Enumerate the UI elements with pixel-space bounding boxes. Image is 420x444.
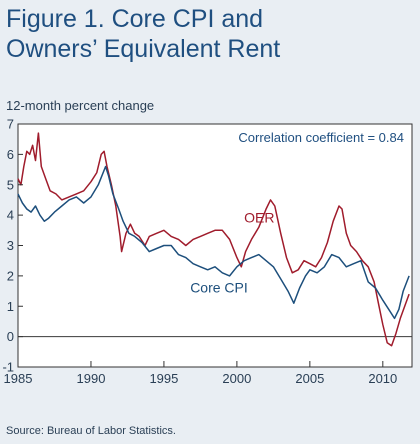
y-tick-label: 2 (7, 268, 14, 283)
y-tick-label: 0 (7, 329, 14, 344)
y-tick-label: 1 (7, 299, 14, 314)
y-tick-label: -1 (2, 360, 14, 375)
y-axis-label: 12-month percent change (6, 98, 155, 113)
chart-title: Figure 1. Core CPI and Owners’ Equivalen… (6, 4, 410, 64)
series-line-core-cpi (17, 165, 410, 320)
series-label-oer: OER (244, 210, 274, 226)
series-label-core-cpi: Core CPI (190, 280, 248, 296)
chart-title-line-1: Figure 1. Core CPI and (6, 5, 264, 33)
chart-title-line-2: Owners’ Equivalent Rent (6, 35, 281, 63)
x-tick-label: 1995 (149, 371, 178, 386)
y-tick-label: 5 (7, 177, 14, 192)
y-tick-label: 4 (7, 208, 14, 223)
y-tick-label: 3 (7, 238, 14, 253)
x-tick-label: 2005 (295, 371, 324, 386)
x-tick-label: 1990 (77, 371, 106, 386)
plot-area (17, 123, 413, 368)
source-note: Source: Bureau of Labor Statistics. (6, 425, 176, 437)
correlation-annotation: Correlation coefficient = 0.84 (238, 130, 404, 145)
y-tick-label: 6 (7, 147, 14, 162)
line-chart: 1985 1990 1995 2000 2005 2010 -1 0 1 2 3 4 5 6 7 OER Co… (2, 117, 413, 386)
x-tick-label: 1985 (4, 371, 33, 386)
x-tick-label: 2000 (222, 371, 251, 386)
y-tick-label: 7 (7, 117, 14, 132)
x-tick-label: 2010 (368, 371, 397, 386)
series-line-oer (17, 132, 410, 347)
